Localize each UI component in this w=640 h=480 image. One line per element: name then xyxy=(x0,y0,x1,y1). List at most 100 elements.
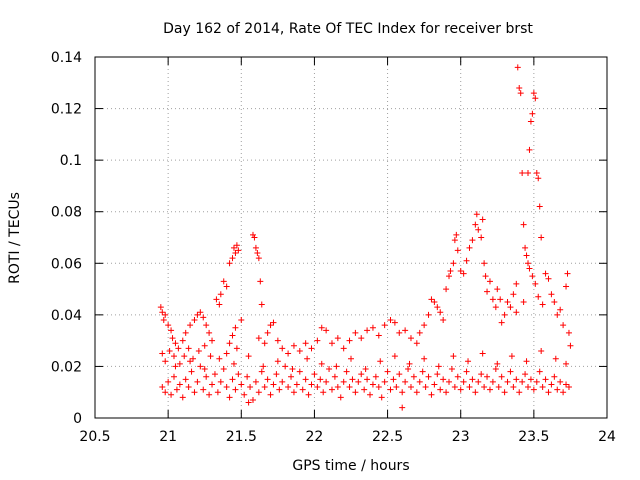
data-point xyxy=(413,340,420,347)
data-point xyxy=(258,368,265,375)
data-point xyxy=(260,363,267,370)
data-point xyxy=(328,386,335,393)
data-point xyxy=(293,381,300,388)
data-point xyxy=(473,211,480,218)
data-point xyxy=(526,146,533,153)
data-point xyxy=(162,311,169,318)
data-point xyxy=(451,384,458,391)
data-point xyxy=(289,366,296,373)
x-tick-label: 22 xyxy=(306,429,324,445)
data-point xyxy=(421,322,428,329)
data-point xyxy=(494,360,501,367)
data-point xyxy=(390,376,397,383)
data-point xyxy=(320,389,327,396)
data-point xyxy=(223,283,230,290)
data-point xyxy=(494,286,501,293)
data-point xyxy=(232,249,239,256)
data-point xyxy=(450,353,457,360)
data-point xyxy=(486,386,493,393)
data-point xyxy=(472,221,479,228)
data-point xyxy=(435,363,442,370)
data-point xyxy=(334,384,341,391)
data-point xyxy=(431,298,438,305)
data-point xyxy=(157,304,164,311)
data-point xyxy=(241,391,248,398)
data-point xyxy=(216,301,223,308)
data-point xyxy=(304,355,311,362)
data-point xyxy=(361,386,368,393)
data-point xyxy=(520,298,527,305)
data-point xyxy=(217,378,224,385)
data-point xyxy=(349,376,356,383)
data-point xyxy=(179,394,186,401)
data-point xyxy=(251,234,258,241)
data-point xyxy=(535,175,542,182)
data-point xyxy=(255,335,262,342)
y-tick-label: 0.14 xyxy=(51,50,82,66)
data-point xyxy=(201,342,208,349)
data-point xyxy=(523,358,530,365)
data-point xyxy=(230,244,237,251)
data-point xyxy=(523,252,530,259)
data-point xyxy=(451,237,458,244)
data-point xyxy=(217,291,224,298)
data-point xyxy=(536,368,543,375)
y-tick-label: 0 xyxy=(73,411,82,427)
data-point xyxy=(235,371,242,378)
data-point xyxy=(165,322,172,329)
data-point xyxy=(557,378,564,385)
data-point xyxy=(428,391,435,398)
data-point xyxy=(206,329,213,336)
data-point xyxy=(233,345,240,352)
data-point xyxy=(548,291,555,298)
data-point xyxy=(244,373,251,380)
data-point xyxy=(333,363,340,370)
data-point xyxy=(525,384,532,391)
data-point xyxy=(159,384,166,391)
data-point xyxy=(501,389,508,396)
data-point xyxy=(197,309,204,316)
data-point xyxy=(194,378,201,385)
data-point xyxy=(168,391,175,398)
data-point xyxy=(393,384,400,391)
data-point xyxy=(264,329,271,336)
data-point xyxy=(170,353,177,360)
data-point xyxy=(364,376,371,383)
data-point xyxy=(481,384,488,391)
data-point xyxy=(539,301,546,308)
data-point xyxy=(176,360,183,367)
data-point xyxy=(465,358,472,365)
y-tick-label: 0.08 xyxy=(51,205,82,221)
data-point xyxy=(525,260,532,267)
data-point xyxy=(517,90,524,97)
data-point xyxy=(422,384,429,391)
data-point xyxy=(288,373,295,380)
data-point xyxy=(162,358,169,365)
chart-title: Day 162 of 2014, Rate Of TEC Index for r… xyxy=(163,21,533,37)
data-point xyxy=(302,340,309,347)
x-tick-label: 21.5 xyxy=(226,429,257,445)
data-point xyxy=(377,358,384,365)
data-point xyxy=(440,376,447,383)
data-point xyxy=(516,84,523,91)
data-point xyxy=(249,231,256,238)
data-point xyxy=(565,384,572,391)
data-point xyxy=(200,386,207,393)
data-point xyxy=(318,360,325,367)
data-point xyxy=(567,342,574,349)
data-point xyxy=(264,376,271,383)
data-point xyxy=(209,337,216,344)
data-point xyxy=(254,249,261,256)
data-point xyxy=(535,293,542,300)
data-point xyxy=(207,353,214,360)
data-point xyxy=(484,288,491,295)
data-point xyxy=(489,378,496,385)
data-point xyxy=(172,363,179,370)
data-point xyxy=(396,371,403,378)
data-point xyxy=(519,170,526,177)
data-point xyxy=(507,304,514,311)
data-point xyxy=(247,384,254,391)
data-point xyxy=(563,283,570,290)
data-point xyxy=(457,386,464,393)
data-point xyxy=(554,386,561,393)
